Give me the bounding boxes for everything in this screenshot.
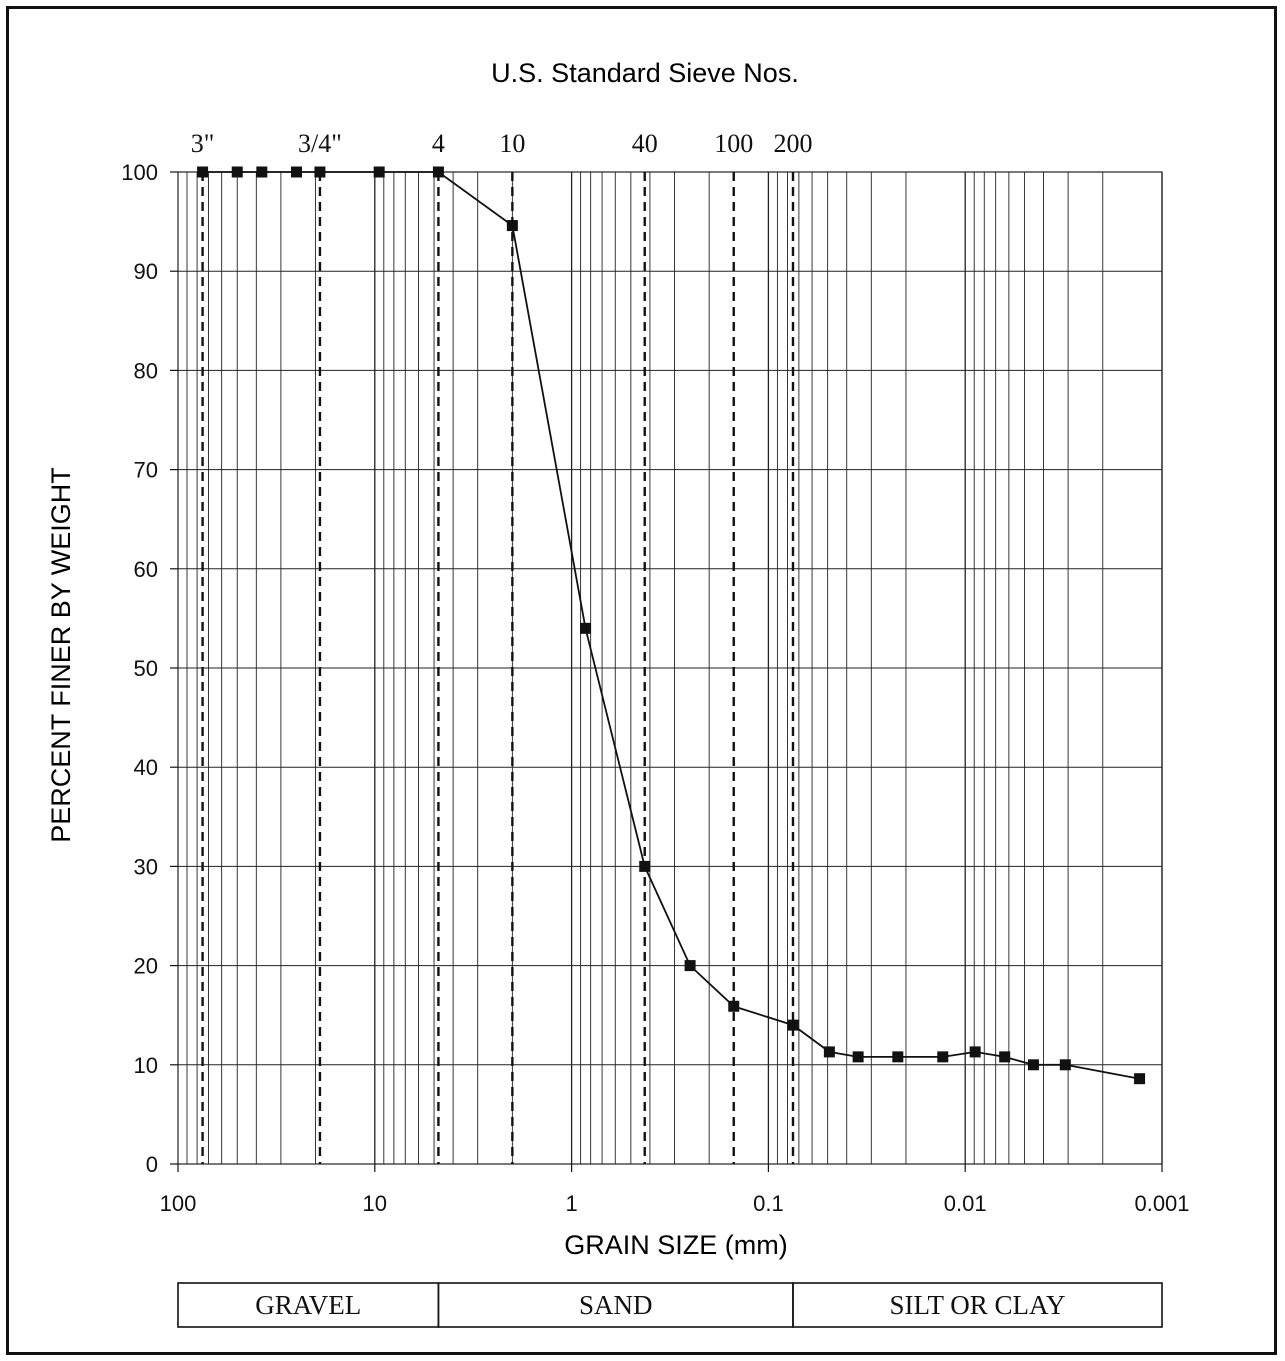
- sieve-label: 3/4": [298, 129, 342, 158]
- y-tick-label: 40: [134, 755, 158, 780]
- sieve-label: 3": [191, 129, 215, 158]
- x-axis-label: GRAIN SIZE (mm): [564, 1230, 788, 1260]
- soil-class-cell: [792, 1282, 1163, 1328]
- chart-title: U.S. Standard Sieve Nos.: [491, 58, 799, 88]
- sieve-label: 10: [499, 129, 525, 158]
- y-tick-label: 60: [134, 557, 158, 582]
- figure-frame: [6, 6, 1277, 1355]
- series-line: [202, 171, 1140, 1080]
- grid: [177, 171, 1163, 1165]
- data-point: [937, 1051, 949, 1063]
- sieve-label: 100: [714, 129, 753, 158]
- y-tick-label: 90: [134, 259, 158, 284]
- data-point: [373, 166, 385, 178]
- sieve-label: 40: [632, 129, 658, 158]
- axes: 0 10 20 30 40 50 60 70 80 90 100 100 10 1 0.1 0.01 0.001: [121, 160, 1189, 1216]
- y-tick-label: 20: [134, 954, 158, 979]
- data-point: [432, 166, 444, 178]
- data-point: [787, 1019, 799, 1031]
- data-point: [1134, 1073, 1146, 1085]
- gradation-curve: [197, 166, 1146, 1085]
- data-point: [290, 166, 302, 178]
- y-tick-label: 80: [134, 358, 158, 383]
- x-tick-label: 0.001: [1134, 1191, 1189, 1216]
- soil-class-label: SILT OR CLAY: [889, 1290, 1065, 1320]
- y-tick-label: 100: [121, 160, 158, 185]
- data-point: [999, 1051, 1011, 1063]
- data-point: [256, 166, 268, 178]
- data-point: [728, 1000, 740, 1012]
- y-tick-label: 30: [134, 854, 158, 879]
- data-point: [197, 166, 209, 178]
- x-tick-label: 10: [363, 1191, 387, 1216]
- data-point: [506, 220, 518, 232]
- data-point: [314, 166, 326, 178]
- data-point: [684, 960, 696, 972]
- data-point: [639, 860, 651, 872]
- data-point: [1027, 1059, 1039, 1071]
- x-tick-label: 0.1: [753, 1191, 784, 1216]
- y-axis-label: PERCENT FINER BY WEIGHT: [46, 467, 76, 843]
- x-tick-label: 100: [160, 1191, 197, 1216]
- sieve-lines: [201, 172, 795, 1164]
- data-point: [579, 622, 591, 634]
- sieve-label: 200: [773, 129, 812, 158]
- y-tick-label: 10: [134, 1053, 158, 1078]
- y-tick-label: 70: [134, 458, 158, 483]
- y-tick-label: 50: [134, 656, 158, 681]
- y-tick-label: 0: [146, 1152, 158, 1177]
- soil-class-label: GRAVEL: [255, 1290, 361, 1320]
- sieve-label: 4: [432, 129, 445, 158]
- x-tick-label: 1: [565, 1191, 577, 1216]
- labels: U.S. Standard Sieve Nos. GRAIN SIZE (mm)…: [46, 58, 812, 1260]
- data-point: [969, 1046, 981, 1058]
- data-point: [892, 1051, 904, 1063]
- data-point: [823, 1046, 835, 1058]
- data-point: [852, 1051, 864, 1063]
- data-point: [231, 166, 243, 178]
- soil-class-label: SAND: [579, 1290, 653, 1320]
- data-point: [1059, 1059, 1071, 1071]
- soil-class-bar: GRAVEL SAND SILT OR CLAY: [177, 1282, 1163, 1328]
- x-tick-label: 0.01: [944, 1191, 987, 1216]
